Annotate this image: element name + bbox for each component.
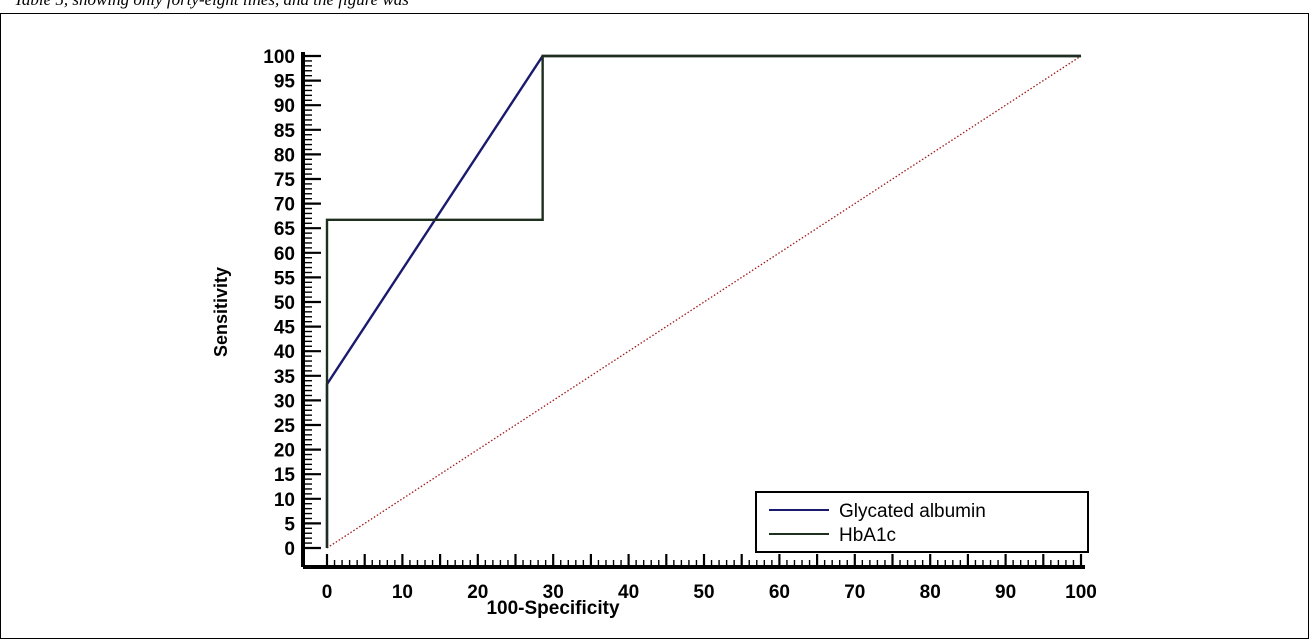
y-tick-label: 80 [274, 145, 295, 166]
y-tick-label: 100 [263, 47, 295, 68]
x-tick-label: 50 [693, 582, 714, 603]
y-tick-label: 95 [274, 72, 296, 93]
x-tick-label: 30 [543, 582, 564, 603]
y-tick-label: 60 [274, 244, 295, 265]
y-tick-label: 10 [274, 490, 295, 511]
y-tick-label: 35 [274, 367, 296, 388]
y-tick-label: 30 [274, 391, 295, 412]
y-tick-label: 65 [274, 219, 296, 240]
x-tick-label: 90 [995, 582, 1016, 603]
x-tick-label: 70 [844, 582, 865, 603]
plot-lines [325, 54, 1082, 549]
legend-label-glycated-albumin: Glycated albumin [839, 501, 986, 522]
y-axis-title: Sensitivity [211, 267, 231, 357]
y-tick-label: 40 [274, 342, 295, 363]
y-tick-label: 85 [274, 121, 296, 142]
figure-frame: 0 5 10 15 20 25 30 35 40 45 50 55 60 65 70 75 80 85 90 95 10… [0, 13, 1309, 639]
y-tick-label: 55 [274, 268, 296, 289]
legend: Glycated albumin HbA1c [755, 491, 1089, 553]
y-tick-label: 15 [274, 465, 296, 486]
y-tick-label: 0 [284, 539, 295, 560]
y-tick-label: 20 [274, 441, 295, 462]
caption-fragment: Table 5, showing only forty-eight lines,… [14, 0, 1014, 10]
y-tick-label: 25 [274, 416, 296, 437]
y-tick-label: 70 [274, 195, 295, 216]
x-tick-label: 40 [618, 582, 639, 603]
legend-box [755, 491, 1089, 553]
x-tick-label: 0 [322, 582, 333, 603]
y-tick-label: 5 [284, 514, 295, 535]
y-tick-label: 75 [274, 170, 296, 191]
x-tick-label: 10 [392, 582, 413, 603]
y-tick-label: 45 [274, 318, 296, 339]
series-line-glycated-albumin [325, 54, 1081, 548]
x-tick-label: 100 [1065, 582, 1097, 603]
roc-chart: 0 5 10 15 20 25 30 35 40 45 50 55 60 65 70 75 80 85 90 95 10… [211, 47, 1097, 619]
legend-label-hba1c: HbA1c [839, 525, 896, 546]
reference-diagonal-line [326, 55, 1082, 549]
x-axis-ticks: 0 10 20 30 40 50 60 70 80 90 100 [322, 554, 1097, 603]
x-tick-label: 80 [920, 582, 941, 603]
axes [301, 52, 1085, 569]
y-tick-label: 50 [274, 293, 295, 314]
y-tick-label: 90 [274, 96, 295, 117]
series-line-hba1c [325, 54, 1081, 548]
y-axis-ticks: 0 5 10 15 20 25 30 35 40 45 50 55 60 65 70 75 80 85 90 95 10… [263, 47, 321, 560]
x-axis-title: 100-Specificity [486, 598, 619, 619]
x-tick-label: 60 [769, 582, 790, 603]
x-tick-label: 20 [467, 582, 488, 603]
